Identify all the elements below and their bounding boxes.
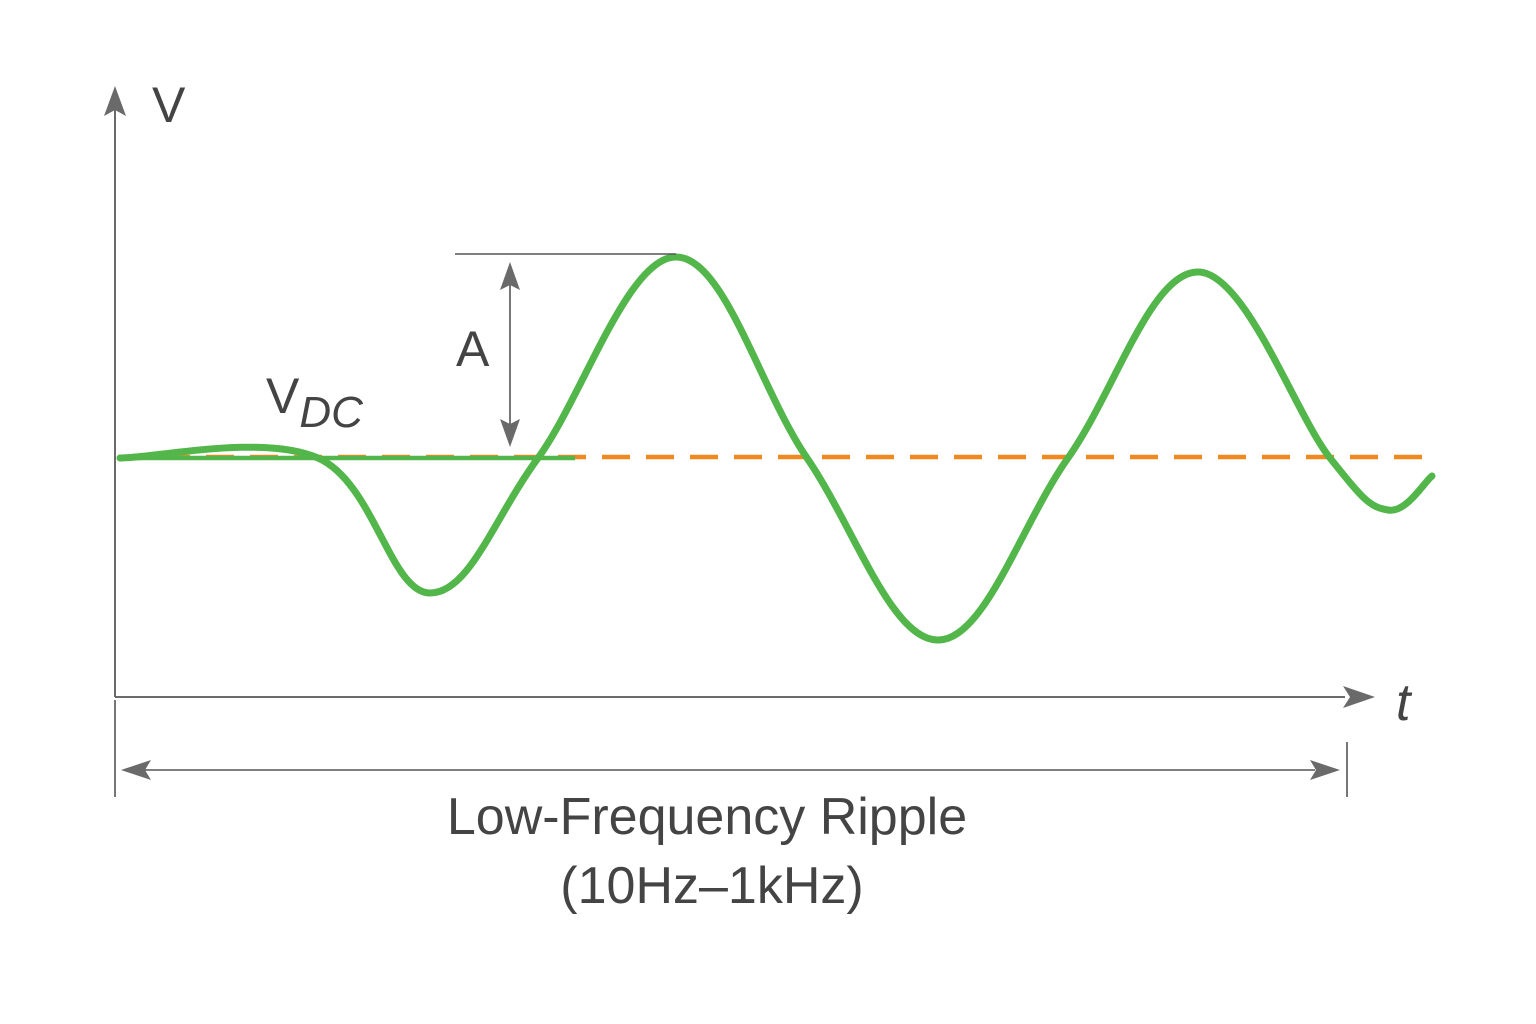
dc-label-main: V (266, 368, 300, 424)
dc-label: VDC (266, 368, 364, 437)
span-label-line1: Low-Frequency Ripple (447, 788, 967, 846)
span-arrow-left (121, 760, 151, 780)
x-axis-arrow (1343, 686, 1375, 708)
amplitude-label: A (456, 321, 490, 377)
amplitude-arrow-bottom (500, 419, 520, 447)
x-axis-label: t (1396, 674, 1413, 732)
y-axis-label: V (152, 77, 186, 133)
amplitude-arrow-top (500, 262, 520, 290)
ripple-waveform (116, 253, 1436, 644)
y-axis-arrow (104, 86, 126, 116)
span-label-line2: (10Hz–1kHz) (560, 857, 863, 915)
span-arrow-right (1310, 760, 1340, 780)
dc-label-subscript: DC (299, 388, 364, 437)
